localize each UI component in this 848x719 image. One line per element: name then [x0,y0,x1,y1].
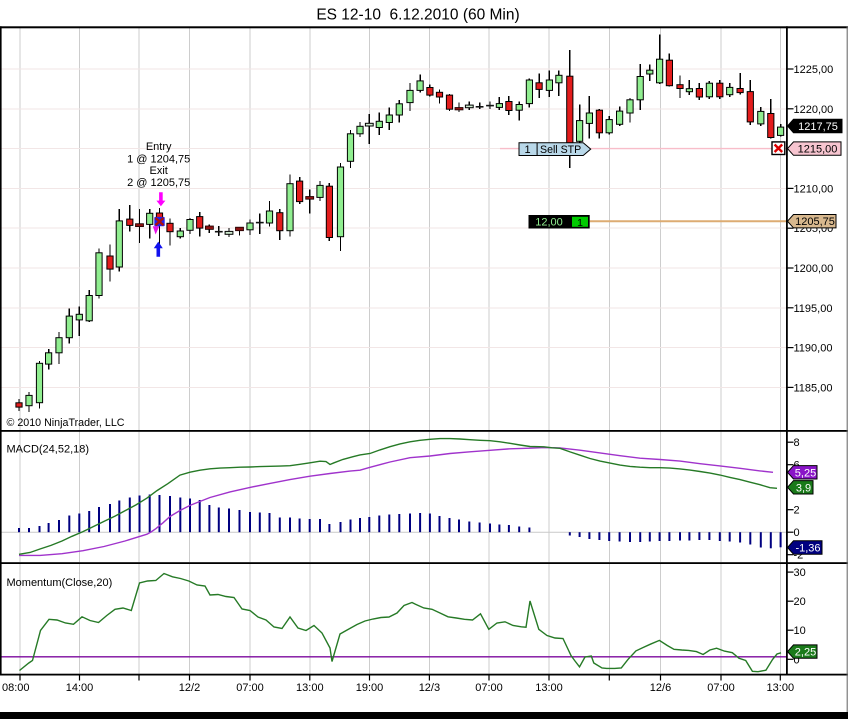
svg-text:1210,00: 1210,00 [794,183,834,195]
svg-text:14:00: 14:00 [66,682,94,694]
svg-text:07:00: 07:00 [236,682,264,694]
svg-text:1: 1 [524,144,530,156]
svg-text:12,00: 12,00 [535,217,563,229]
svg-text:10: 10 [794,625,806,637]
svg-text:1200,00: 1200,00 [794,263,834,275]
svg-text:20: 20 [794,596,806,608]
svg-text:1185,00: 1185,00 [794,382,833,394]
svg-text:Exit: Exit [150,165,168,177]
svg-text:08:00: 08:00 [2,682,30,694]
svg-text:07:00: 07:00 [707,682,735,694]
svg-text:1217,75: 1217,75 [798,121,838,133]
svg-text:30: 30 [794,567,806,579]
svg-text:2,25: 2,25 [795,647,816,659]
svg-text:12/2: 12/2 [179,682,200,694]
svg-text:19:00: 19:00 [356,682,384,694]
svg-text:1225,00: 1225,00 [794,64,834,76]
svg-text:Entry: Entry [146,141,172,153]
svg-text:12/6: 12/6 [650,682,671,694]
svg-text:1205,75: 1205,75 [795,216,835,228]
svg-text:5,25: 5,25 [795,467,816,479]
svg-text:1 @ 1204,75: 1 @ 1204,75 [127,153,190,165]
svg-text:2: 2 [794,505,800,517]
svg-text:1220,00: 1220,00 [794,104,834,116]
svg-text:3,9: 3,9 [796,482,811,494]
svg-text:13:00: 13:00 [535,682,563,694]
svg-text:0: 0 [794,654,800,666]
svg-text:13:00: 13:00 [767,682,795,694]
svg-text:1215,00: 1215,00 [798,144,838,156]
svg-text:-2: -2 [794,550,804,562]
svg-text:1190,00: 1190,00 [794,343,833,355]
svg-text:0: 0 [794,527,800,539]
svg-text:12/3: 12/3 [419,682,440,694]
svg-text:ES 12-10 6.12.2010 (60 Min): ES 12-10 6.12.2010 (60 Min) [316,7,519,24]
svg-text:1195,00: 1195,00 [794,303,833,315]
svg-text:8: 8 [794,437,800,449]
svg-text:MACD(24,52,18): MACD(24,52,18) [7,443,90,455]
svg-text:2 @ 1205,75: 2 @ 1205,75 [127,177,190,189]
svg-text:-1,36: -1,36 [795,543,820,555]
svg-text:Momentum(Close,20): Momentum(Close,20) [7,577,113,589]
svg-text:1: 1 [577,217,583,229]
svg-text:07:00: 07:00 [475,682,503,694]
svg-text:13:00: 13:00 [296,682,324,694]
svg-text:© 2010 NinjaTrader, LLC: © 2010 NinjaTrader, LLC [7,417,125,429]
svg-text:Sell STP: Sell STP [540,144,581,156]
